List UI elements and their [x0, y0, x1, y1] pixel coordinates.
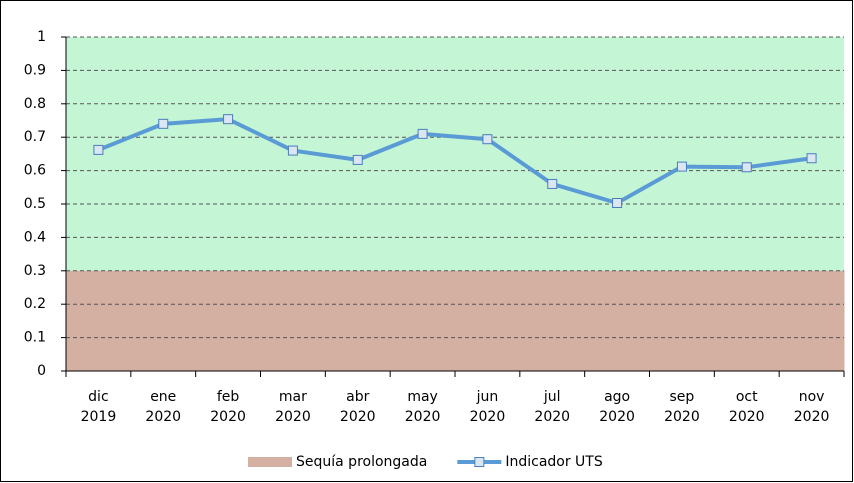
x-tick-label-line: 2020 — [599, 409, 635, 425]
x-tick-label-line: 2020 — [210, 409, 246, 425]
x-tick-label: abr 2020 — [340, 389, 376, 425]
area-segment — [390, 270, 456, 371]
legend-label: Sequía prolongada — [296, 454, 427, 470]
data-point — [676, 161, 687, 172]
area-segment — [66, 270, 132, 371]
y-tick-label: 1 — [37, 29, 46, 45]
x-tick-label: oct 2020 — [729, 389, 765, 425]
x-tick-label-line: ene — [150, 389, 176, 405]
legend-marker — [474, 457, 485, 467]
y-tick-label: 0.1 — [24, 330, 46, 346]
y-tick-label: 0.7 — [24, 129, 46, 145]
data-point — [806, 153, 817, 164]
x-tick-label: may 2020 — [405, 389, 441, 425]
data-point — [741, 162, 752, 173]
area-segment — [260, 270, 326, 371]
x-tick-label-line: 2020 — [405, 409, 441, 425]
x-tick-label-line: dic — [88, 389, 108, 405]
x-tick-label-line: 2020 — [664, 409, 700, 425]
legend-label: Indicador UTS — [505, 454, 603, 470]
data-point — [612, 197, 623, 208]
area-segment — [455, 270, 521, 371]
x-tick-label-line: jul — [543, 389, 561, 405]
area-segment — [195, 270, 261, 371]
x-tick-label: ene 2020 — [145, 389, 181, 425]
x-tick-label-line: mar — [279, 389, 307, 405]
y-tick-label: 0.3 — [24, 263, 46, 279]
data-point — [482, 134, 493, 145]
area-segment — [130, 270, 197, 371]
data-point — [547, 178, 558, 189]
x-tick-label-line: 2020 — [275, 409, 311, 425]
x-tick-label: jul 2020 — [534, 389, 570, 425]
area-segment — [779, 270, 845, 371]
x-tick-label-line: nov — [799, 389, 825, 405]
x-tick-label-line: oct — [736, 389, 758, 405]
x-tick-label: ago 2020 — [599, 389, 635, 425]
data-point — [417, 128, 428, 139]
data-point — [352, 154, 363, 165]
x-tick-label-line: jun — [476, 389, 499, 405]
x-tick-label-line: 2020 — [145, 409, 181, 425]
x-tick-label: nov 2020 — [794, 389, 830, 425]
x-tick-label: sep 2020 — [664, 389, 700, 425]
area-segment — [649, 270, 715, 371]
x-tick-label-line: may — [407, 389, 438, 405]
y-tick-label: 0.6 — [24, 163, 46, 179]
x-tick-label: feb 2020 — [210, 389, 246, 425]
x-tick-label-line: ago — [604, 389, 630, 405]
x-tick-label-line: feb — [217, 389, 240, 405]
y-tick-label: 0.5 — [24, 196, 46, 212]
y-tick-label: 0.4 — [24, 229, 46, 245]
x-tick-label-line: sep — [670, 389, 695, 405]
area-segment — [584, 270, 650, 371]
y-tick-label: 0 — [37, 363, 46, 379]
x-tick-label-line: abr — [346, 389, 369, 405]
x-tick-label-line: 2020 — [470, 409, 506, 425]
data-point — [158, 118, 169, 129]
x-tick-label-line: 2020 — [340, 409, 376, 425]
x-tick-label-line: 2019 — [81, 409, 117, 425]
y-tick-label: 0.2 — [24, 296, 46, 312]
data-line — [97, 117, 812, 205]
area-segment — [325, 270, 391, 371]
data-point — [223, 114, 234, 125]
data-point — [287, 145, 298, 156]
y-tick-label: 0.9 — [24, 62, 46, 78]
x-tick-label-line: 2020 — [729, 409, 765, 425]
area-segment — [714, 270, 780, 371]
data-point — [93, 144, 104, 155]
x-tick-label: jun 2020 — [470, 389, 506, 425]
x-tick-label-line: 2020 — [534, 409, 570, 425]
area-segment — [519, 270, 586, 371]
x-tick-label: dic 2019 — [81, 389, 117, 425]
x-tick-label-line: 2020 — [794, 409, 830, 425]
x-tick-label: mar 2020 — [275, 389, 311, 425]
y-tick-label: 0.8 — [24, 96, 46, 112]
legend-swatch — [248, 457, 292, 467]
